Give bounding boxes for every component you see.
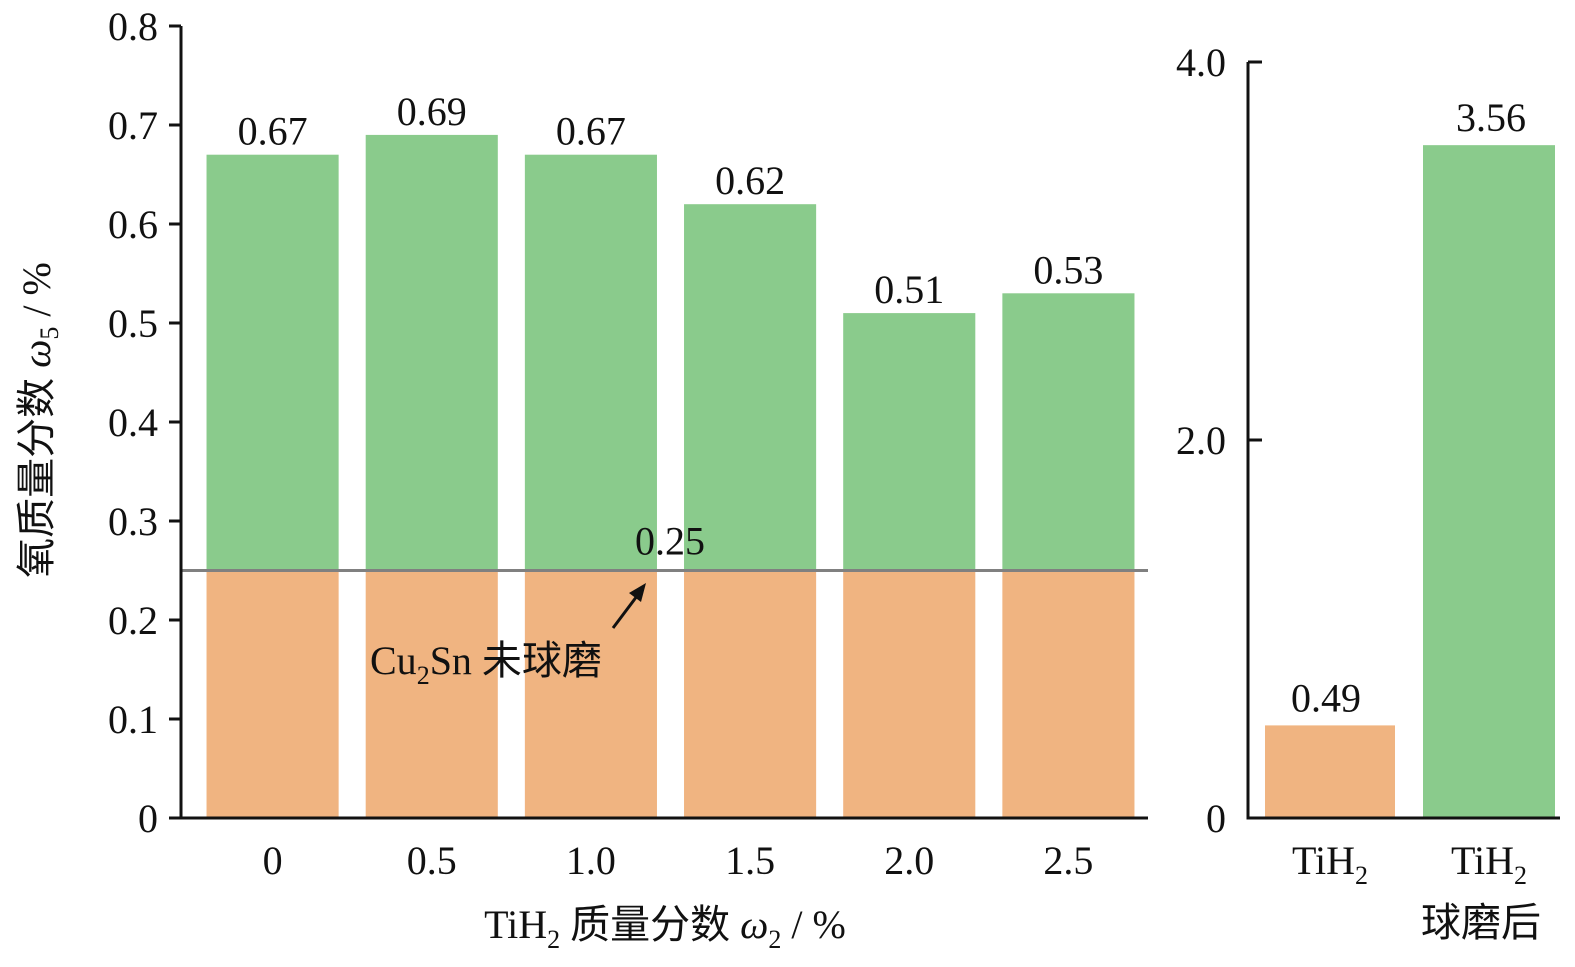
y-axis-label-text: 氧质量分数: [14, 368, 59, 578]
annotation-prefix: Cu: [370, 638, 417, 683]
y-axis-label-unit: / %: [14, 262, 59, 326]
right-x-tick-label-0: TiH2: [1292, 838, 1368, 890]
x-tick-label-0: 0: [263, 838, 283, 883]
left-chart: 0.67 0.69 0.670.620.51 0.53 0.25 Cu2Sn 未球磨 …: [14, 4, 1148, 954]
left-x-tick-labels: 0 0.5 1.0 1.5 2.0 2.5: [263, 838, 1094, 883]
left-value-labels: 0.67 0.69 0.67 0.62 0.51 0.53: [238, 89, 1104, 312]
y-tick-label-8: 0.8: [108, 4, 158, 49]
x-axis-label-symbol-subscript: 2: [768, 925, 781, 954]
x-axis-label-text: 质量分数: [560, 902, 740, 947]
y-tick-label-6: 0.6: [108, 202, 158, 247]
bar-increment-5: [1002, 293, 1135, 571]
bar-base-1: [365, 570, 498, 818]
annotation-arrow: [611, 595, 639, 629]
y-axis-label-subscript: 5: [35, 327, 64, 340]
bar-increment-0: [206, 154, 339, 571]
y-axis-label-symbol: ω: [14, 340, 59, 368]
right-bar-value-label-0: 0.49: [1291, 675, 1361, 720]
right-y-tick-label-0: 0: [1206, 796, 1226, 841]
right-bars-group: [1265, 145, 1555, 818]
left-y-ticks: 0 0.1 0.2 0.3 0.4 0.5 0.6 0.7 0.8: [108, 4, 181, 841]
bar-increment-2: [524, 154, 657, 571]
right-value-labels: 0.49 3.56: [1291, 95, 1526, 720]
right-x-tick-prefix-0: TiH: [1292, 838, 1355, 883]
bar-increment-1: [365, 134, 498, 571]
x-tick-label-4: 2.0: [884, 838, 934, 883]
x-axis-label-prefix: TiH: [484, 902, 547, 947]
right-y-ticks: 0 2.0 4.0: [1176, 40, 1262, 841]
y-tick-label-4: 0.4: [108, 400, 158, 445]
baseline-value-label: 0.25: [635, 519, 705, 564]
x-tick-label-5: 2.5: [1043, 838, 1093, 883]
bar-base-5: [1002, 570, 1135, 818]
right-y-tick-label-2: 4.0: [1176, 40, 1226, 85]
bar-value-label-0: 0.67: [238, 109, 308, 154]
right-bar-value-label-1: 3.56: [1456, 95, 1526, 140]
bar-base-0: [206, 570, 339, 818]
annotation-arrowhead: [629, 583, 646, 602]
bar-value-label-1: 0.69: [397, 89, 467, 134]
bar-base-4: [843, 570, 976, 818]
right-bar-0: [1265, 725, 1395, 818]
bar-value-label-2: 0.67: [556, 109, 626, 154]
annotation-label: Cu2Sn 未球磨: [370, 638, 602, 690]
y-tick-label-0: 0: [138, 796, 158, 841]
right-x-tick-label-1: TiH2: [1451, 838, 1527, 890]
y-tick-label-2: 0.2: [108, 598, 158, 643]
x-tick-label-2: 1.0: [566, 838, 616, 883]
annotation-suffix: Sn 未球磨: [430, 638, 602, 683]
right-x-tick-subscript-0: 2: [1355, 861, 1368, 890]
y-tick-label-5: 0.5: [108, 301, 158, 346]
bar-value-label-4: 0.51: [874, 267, 944, 312]
x-axis-label-unit: / %: [781, 902, 845, 947]
y-tick-label-7: 0.7: [108, 103, 158, 148]
right-x-tick-prefix-1: TiH: [1451, 838, 1514, 883]
y-axis-label: 氧质量分数 ω5 / %: [14, 262, 64, 578]
right-x-tick-line2-1: 球磨后: [1421, 900, 1541, 945]
bar-value-label-3: 0.62: [715, 158, 785, 203]
y-tick-label-1: 0.1: [108, 697, 158, 742]
bar-value-label-5: 0.53: [1033, 247, 1103, 292]
x-axis-label: TiH2 质量分数 ω2 / %: [484, 902, 846, 954]
x-tick-label-3: 1.5: [725, 838, 775, 883]
bar-base-3: [684, 570, 817, 818]
y-tick-label-3: 0.3: [108, 499, 158, 544]
x-tick-label-1: 0.5: [407, 838, 457, 883]
right-bar-1: [1423, 145, 1555, 818]
bar-increment-3: [684, 204, 817, 571]
x-axis-label-symbol: ω: [740, 902, 768, 947]
x-axis-label-subscript: 2: [547, 925, 560, 954]
right-y-tick-label-1: 2.0: [1176, 418, 1226, 463]
bar-increment-4: [843, 313, 976, 571]
bar-base-2: [524, 570, 657, 818]
left-bars-group: [206, 134, 1135, 818]
right-x-tick-subscript-1: 2: [1514, 861, 1527, 890]
annotation-subscript: 2: [417, 661, 430, 690]
